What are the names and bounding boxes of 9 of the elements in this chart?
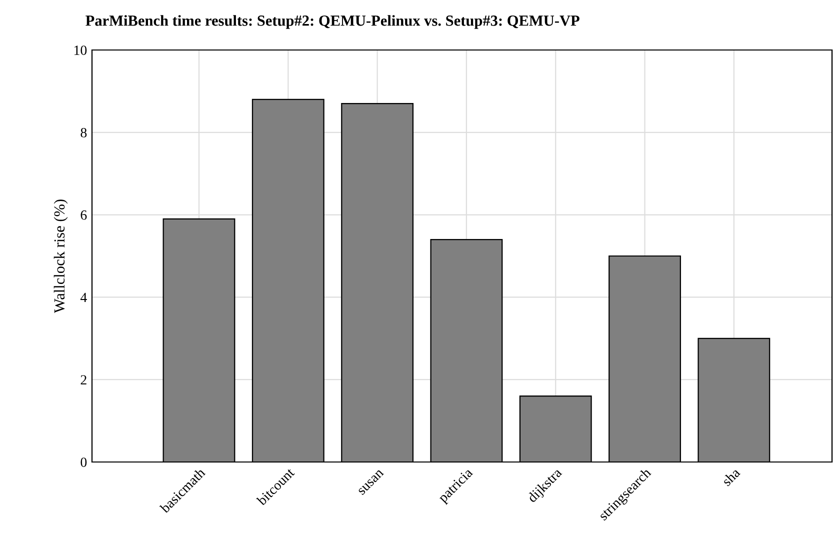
y-tick-label: 2 — [80, 375, 86, 384]
x-tick-label: sha — [721, 466, 741, 486]
y-tick-label: 0 — [80, 458, 87, 467]
y-axis-title: Wallclock rise (%) — [54, 200, 68, 314]
y-tick-label: 10 — [74, 46, 87, 55]
y-tick-label: 6 — [80, 210, 87, 220]
y-tick-label: 4 — [80, 292, 87, 302]
y-tick-label: 8 — [80, 128, 87, 138]
chart-title: ParMiBench time results: Setup#2: QEMU-Pelinux vs. Setup#3: QEMU-VP — [86, 15, 580, 29]
